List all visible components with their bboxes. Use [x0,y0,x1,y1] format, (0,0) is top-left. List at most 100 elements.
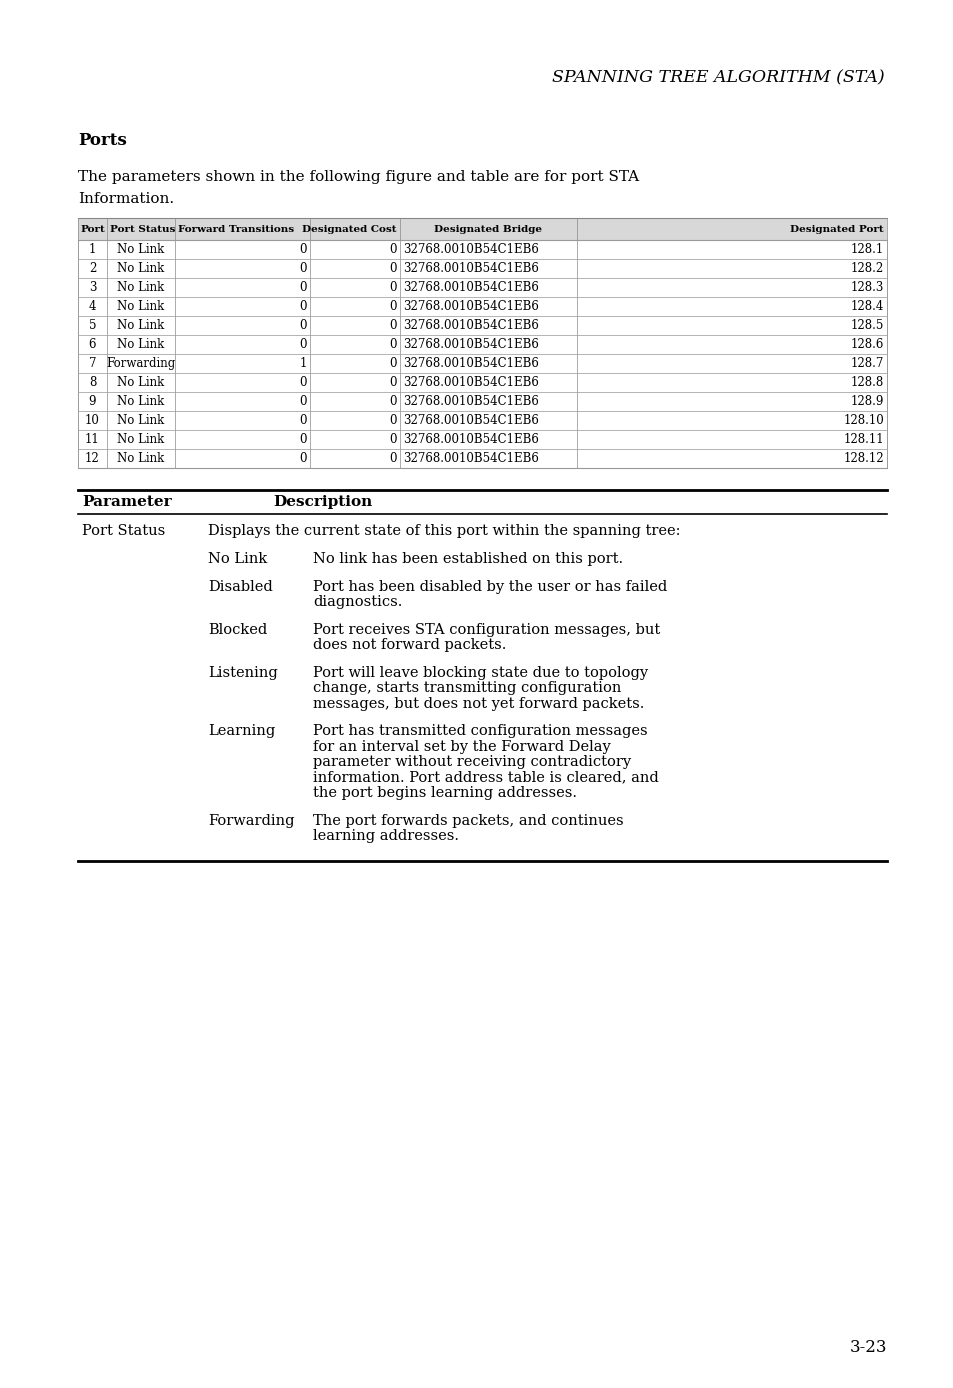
Text: 0: 0 [389,243,396,255]
Text: Port has been disabled by the user or has failed: Port has been disabled by the user or ha… [313,580,666,594]
Text: Displays the current state of this port within the spanning tree:: Displays the current state of this port … [208,525,679,539]
Bar [78,278,886,297]
Bar [78,316,886,335]
Bar [78,373,886,391]
Text: 0: 0 [389,433,396,446]
Text: No Link: No Link [117,300,165,314]
Text: the port begins learning addresses.: the port begins learning addresses. [313,786,577,799]
Text: 32768.0010B54C1EB6: 32768.0010B54C1EB6 [402,376,538,389]
Text: The parameters shown in the following figure and table are for port STA: The parameters shown in the following fi… [78,169,639,185]
Text: 1: 1 [299,357,307,371]
Text: 0: 0 [299,452,307,465]
Text: 32768.0010B54C1EB6: 32768.0010B54C1EB6 [402,339,538,351]
Bar [78,218,886,240]
Text: 128.5: 128.5 [850,319,883,332]
Text: 8: 8 [89,376,96,389]
Text: messages, but does not yet forward packets.: messages, but does not yet forward packe… [313,697,643,711]
Text: Disabled: Disabled [208,580,273,594]
Text: parameter without receiving contradictory: parameter without receiving contradictor… [313,755,631,769]
Text: 0: 0 [389,357,396,371]
Text: Blocked: Blocked [208,622,267,637]
Text: 32768.0010B54C1EB6: 32768.0010B54C1EB6 [402,414,538,428]
Text: 11: 11 [85,433,100,446]
Text: 128.11: 128.11 [842,433,883,446]
Text: 0: 0 [389,339,396,351]
Text: Designated Cost: Designated Cost [302,225,396,233]
Text: 0: 0 [299,414,307,428]
Text: SPANNING TREE ALGORITHM (STA): SPANNING TREE ALGORITHM (STA) [552,69,884,86]
Text: 32768.0010B54C1EB6: 32768.0010B54C1EB6 [402,433,538,446]
Text: 0: 0 [389,262,396,275]
Text: Ports: Ports [78,132,127,149]
Text: 128.4: 128.4 [850,300,883,314]
Text: No Link: No Link [117,319,165,332]
Text: No link has been established on this port.: No link has been established on this por… [313,552,622,566]
Text: No Link: No Link [117,243,165,255]
Text: Port: Port [80,225,105,233]
Text: 0: 0 [389,414,396,428]
Text: Listening: Listening [208,665,277,680]
Text: 32768.0010B54C1EB6: 32768.0010B54C1EB6 [402,396,538,408]
Bar [78,430,886,448]
Text: The port forwards packets, and continues: The port forwards packets, and continues [313,813,623,827]
Bar [78,411,886,430]
Bar [78,335,886,354]
Text: 32768.0010B54C1EB6: 32768.0010B54C1EB6 [402,300,538,314]
Text: No Link: No Link [117,280,165,294]
Text: 0: 0 [299,243,307,255]
Text: 0: 0 [299,339,307,351]
Text: Port will leave blocking state due to topology: Port will leave blocking state due to to… [313,665,647,680]
Text: 0: 0 [389,280,396,294]
Text: for an interval set by the Forward Delay: for an interval set by the Forward Delay [313,740,610,754]
Text: Port Status: Port Status [110,225,175,233]
Text: change, starts transmitting configuration: change, starts transmitting configuratio… [313,682,620,695]
Text: 128.3: 128.3 [850,280,883,294]
Text: 32768.0010B54C1EB6: 32768.0010B54C1EB6 [402,357,538,371]
Text: 32768.0010B54C1EB6: 32768.0010B54C1EB6 [402,319,538,332]
Text: 0: 0 [389,376,396,389]
Text: 0: 0 [299,376,307,389]
Text: 0: 0 [389,300,396,314]
Text: 128.12: 128.12 [842,452,883,465]
Bar [78,260,886,278]
Text: 0: 0 [389,452,396,465]
Text: No Link: No Link [117,433,165,446]
Text: 128.8: 128.8 [850,376,883,389]
Text: 128.1: 128.1 [850,243,883,255]
Text: does not forward packets.: does not forward packets. [313,638,506,652]
Text: Port has transmitted configuration messages: Port has transmitted configuration messa… [313,725,647,738]
Text: 0: 0 [299,396,307,408]
Text: diagnostics.: diagnostics. [313,595,402,609]
Text: No Link: No Link [117,396,165,408]
Text: learning addresses.: learning addresses. [313,829,458,843]
Text: Description: Description [273,496,372,509]
Bar [78,297,886,316]
Text: No Link: No Link [117,262,165,275]
Text: Information.: Information. [78,192,174,205]
Text: Parameter: Parameter [82,496,172,509]
Text: 0: 0 [299,280,307,294]
Text: 3-23: 3-23 [848,1339,886,1356]
Text: 32768.0010B54C1EB6: 32768.0010B54C1EB6 [402,243,538,255]
Bar [78,391,886,411]
Bar [78,448,886,468]
Text: Port receives STA configuration messages, but: Port receives STA configuration messages… [313,622,659,637]
Text: 0: 0 [299,300,307,314]
Text: 10: 10 [85,414,100,428]
Text: 0: 0 [389,396,396,408]
Text: No Link: No Link [117,414,165,428]
Text: No Link: No Link [117,376,165,389]
Text: Learning: Learning [208,725,275,738]
Text: No Link: No Link [117,339,165,351]
Text: Forwarding: Forwarding [107,357,175,371]
Text: 9: 9 [89,396,96,408]
Text: 0: 0 [389,319,396,332]
Text: 1: 1 [89,243,96,255]
Text: 0: 0 [299,433,307,446]
Text: 6: 6 [89,339,96,351]
Text: 5: 5 [89,319,96,332]
Text: 2: 2 [89,262,96,275]
Text: 128.7: 128.7 [850,357,883,371]
Text: No Link: No Link [208,552,267,566]
Text: 128.9: 128.9 [850,396,883,408]
